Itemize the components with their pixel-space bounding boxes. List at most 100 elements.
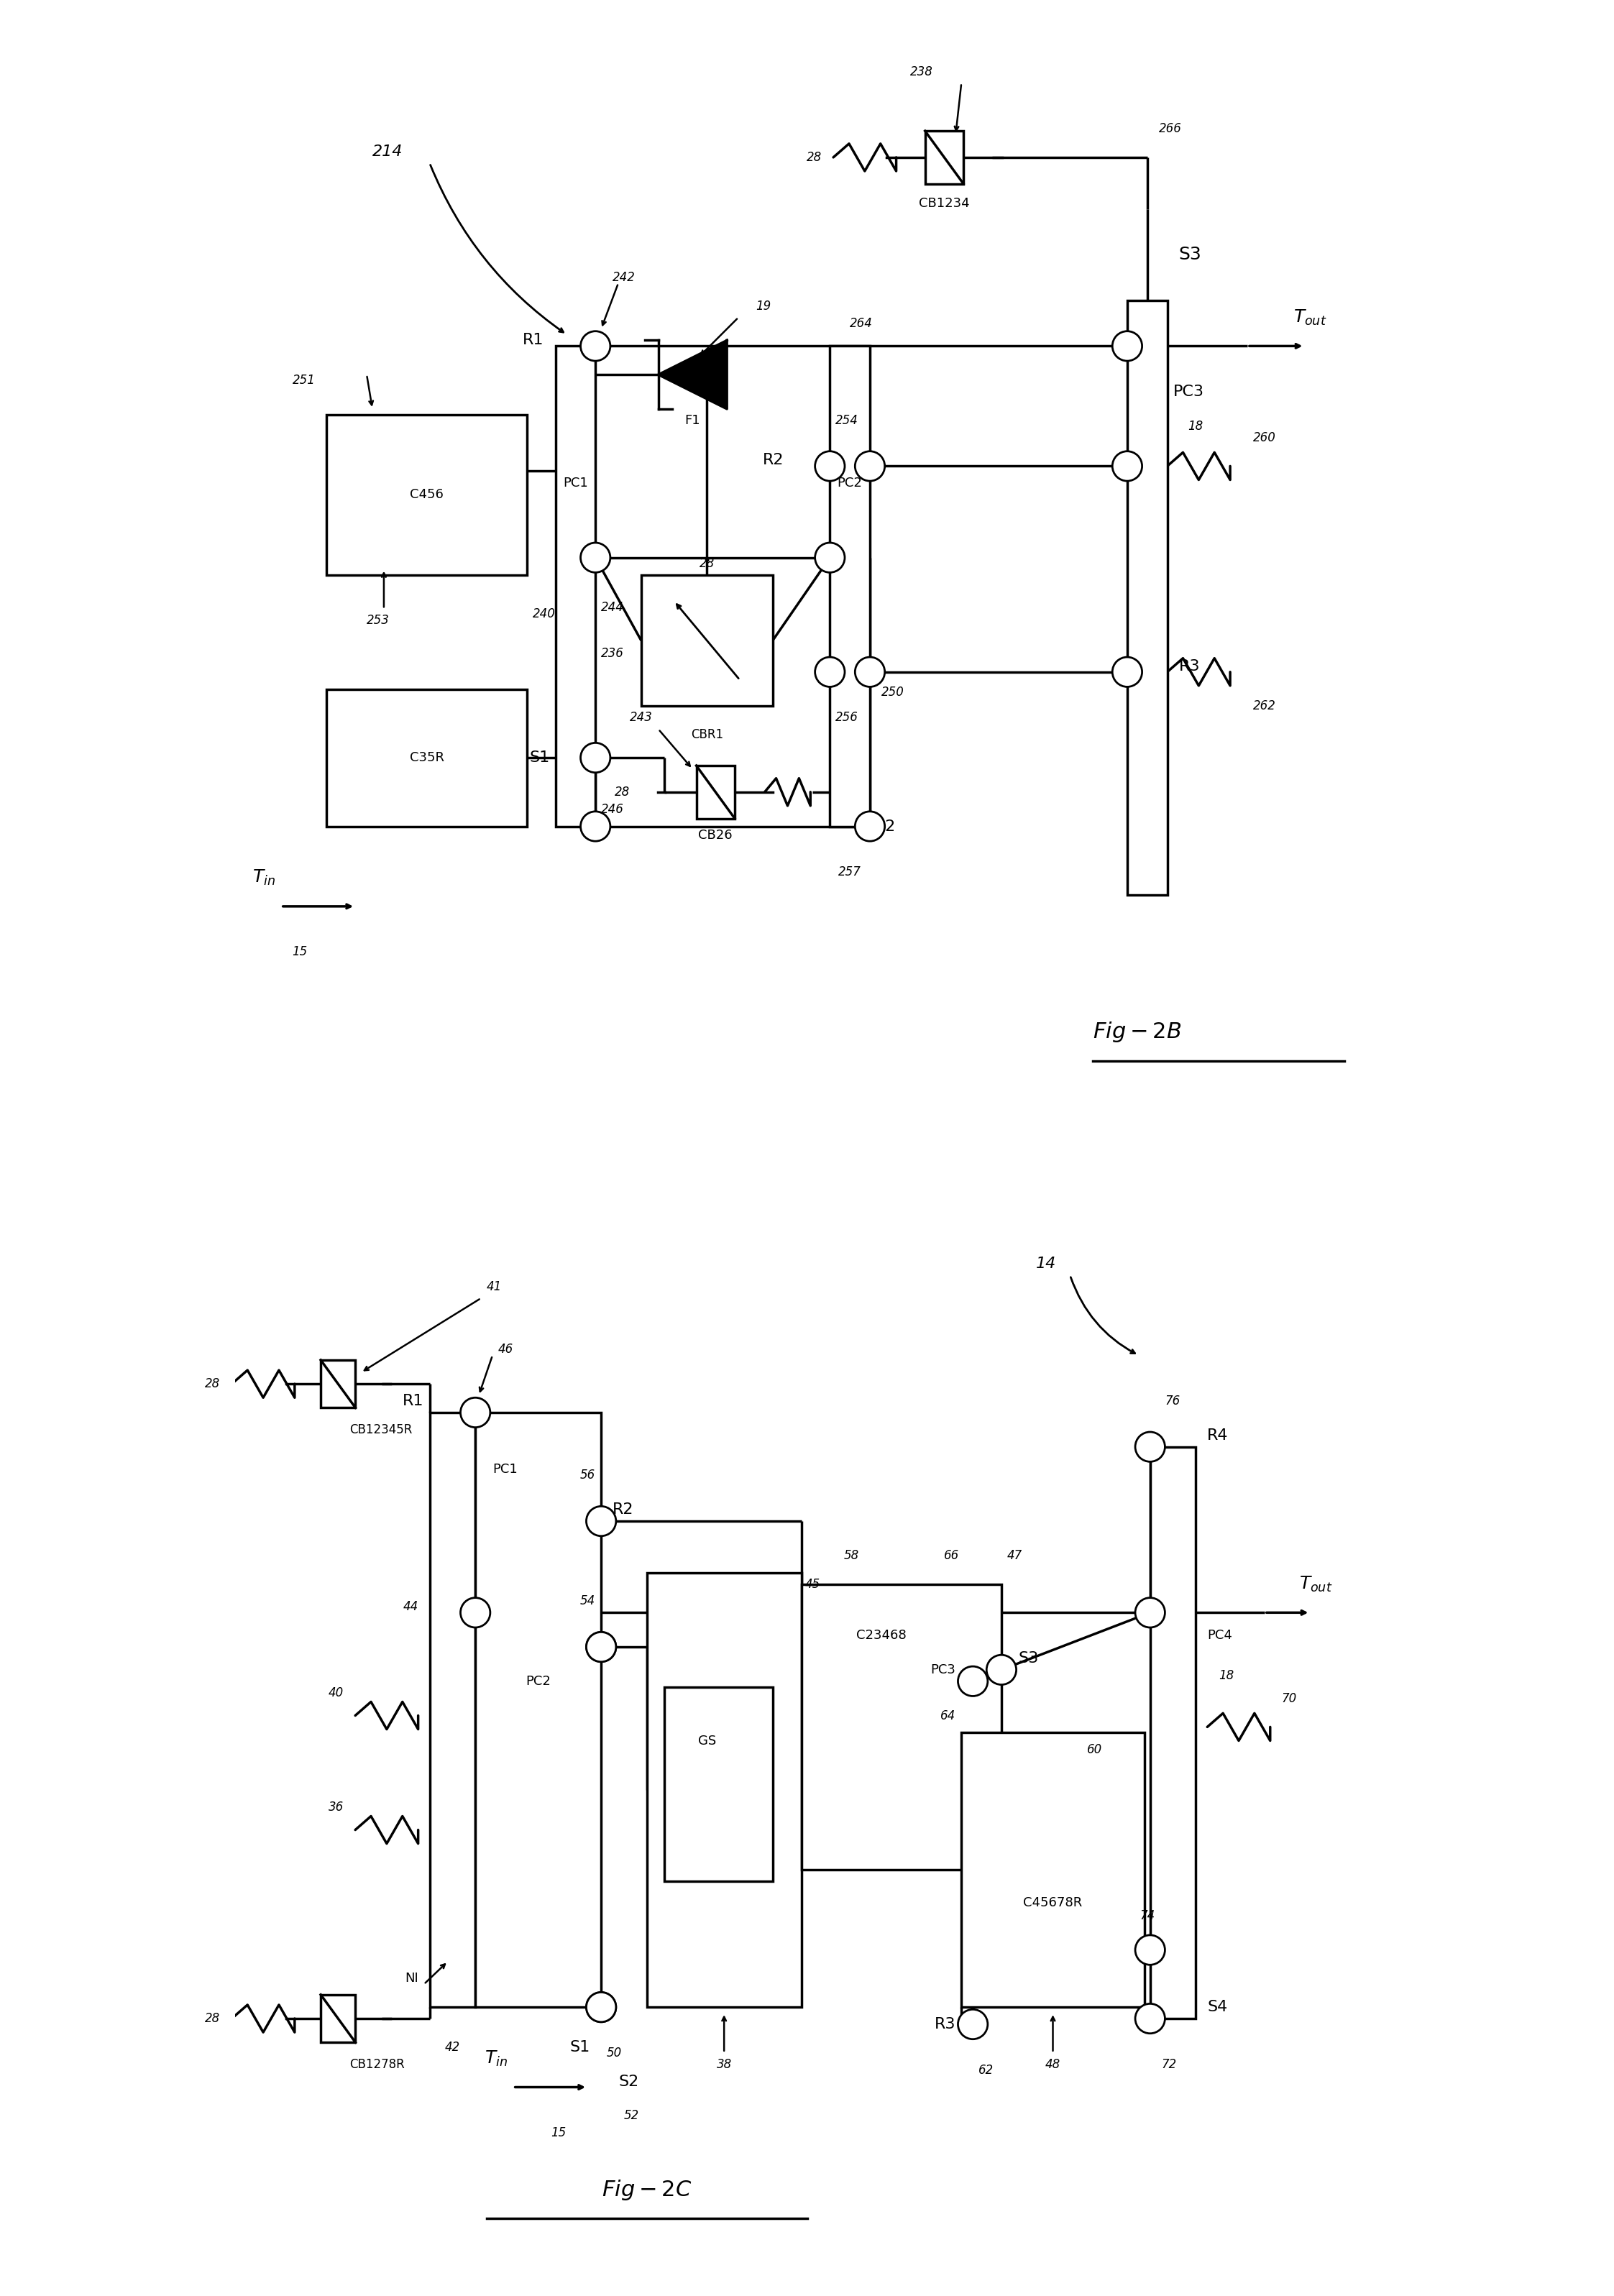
Text: 58: 58 <box>844 1550 859 1561</box>
Circle shape <box>460 1598 491 1628</box>
Bar <box>1127 301 1167 895</box>
Circle shape <box>1112 331 1143 360</box>
Circle shape <box>959 1667 988 1697</box>
Text: NI: NI <box>405 1972 418 1986</box>
Text: 46: 46 <box>499 1343 513 1357</box>
Text: 238: 238 <box>910 64 933 78</box>
Text: 262: 262 <box>1252 700 1277 712</box>
Text: 256: 256 <box>836 712 859 723</box>
Circle shape <box>815 657 844 687</box>
Text: PC1: PC1 <box>563 478 587 489</box>
Text: 18: 18 <box>1188 420 1202 432</box>
Text: 74: 74 <box>1139 1910 1156 1922</box>
Bar <box>647 1573 801 2007</box>
Text: 18: 18 <box>1219 1669 1235 1683</box>
Text: R3: R3 <box>935 2018 955 2032</box>
Text: 36: 36 <box>329 1800 344 1814</box>
Text: 14: 14 <box>1036 1256 1056 1272</box>
Bar <box>801 1584 1001 1869</box>
Text: CB1234: CB1234 <box>918 197 970 209</box>
Text: 28: 28 <box>699 558 715 569</box>
Bar <box>641 574 773 707</box>
Text: R2: R2 <box>763 452 784 468</box>
Text: $T_{out}$: $T_{out}$ <box>1293 308 1327 326</box>
Text: 242: 242 <box>613 271 636 285</box>
Bar <box>326 416 526 574</box>
Text: $\mathit{Fig-2C}$: $\mathit{Fig-2C}$ <box>602 2179 692 2202</box>
Text: $T_{in}$: $T_{in}$ <box>484 2048 507 2069</box>
Text: 38: 38 <box>717 2057 731 2071</box>
Circle shape <box>1135 1433 1165 1463</box>
Circle shape <box>815 452 844 480</box>
Circle shape <box>1112 657 1143 687</box>
Text: S1: S1 <box>570 2039 589 2055</box>
Text: S3: S3 <box>1178 246 1201 264</box>
Bar <box>830 347 870 827</box>
Text: 266: 266 <box>1159 122 1181 135</box>
Text: 240: 240 <box>533 608 555 620</box>
Text: $\mathit{Fig-2B}$: $\mathit{Fig-2B}$ <box>1093 1019 1181 1045</box>
Text: C45678R: C45678R <box>1023 1896 1083 1910</box>
Text: 28: 28 <box>205 1378 221 1391</box>
Text: 60: 60 <box>1088 1743 1102 1756</box>
Text: 19: 19 <box>755 298 771 312</box>
Circle shape <box>1135 1598 1165 1628</box>
Polygon shape <box>659 340 726 409</box>
Text: 48: 48 <box>1046 2057 1060 2071</box>
Text: 40: 40 <box>329 1685 344 1699</box>
Text: C456: C456 <box>410 489 444 501</box>
Circle shape <box>581 810 610 840</box>
Text: R1: R1 <box>402 1394 424 1407</box>
Text: 243: 243 <box>629 712 652 723</box>
Text: S3: S3 <box>1018 1651 1039 1665</box>
Text: 214: 214 <box>373 145 404 158</box>
Text: 44: 44 <box>404 1600 418 1614</box>
Bar <box>321 1359 355 1407</box>
Bar <box>696 765 734 817</box>
Text: PC2: PC2 <box>526 1674 550 1688</box>
Circle shape <box>586 1632 617 1662</box>
Circle shape <box>815 542 844 572</box>
Text: 76: 76 <box>1165 1394 1180 1407</box>
Text: 244: 244 <box>600 602 625 613</box>
Text: 50: 50 <box>607 2046 621 2060</box>
Bar <box>429 1412 476 2007</box>
Text: F1: F1 <box>684 413 700 427</box>
Text: 66: 66 <box>944 1550 959 1561</box>
Circle shape <box>855 452 884 480</box>
Text: 56: 56 <box>579 1469 596 1481</box>
Text: C23468: C23468 <box>857 1630 907 1642</box>
Text: PC1: PC1 <box>492 1463 518 1476</box>
Text: 254: 254 <box>836 413 859 427</box>
Circle shape <box>1112 452 1143 480</box>
Text: GS: GS <box>699 1736 717 1747</box>
Text: 45: 45 <box>805 1577 820 1591</box>
Text: 28: 28 <box>807 152 822 163</box>
Text: 246: 246 <box>600 804 625 815</box>
Text: 257: 257 <box>838 866 862 879</box>
Circle shape <box>855 810 884 840</box>
Text: PC4: PC4 <box>1207 1630 1233 1642</box>
Text: 54: 54 <box>579 1596 596 1607</box>
Text: 62: 62 <box>978 2064 994 2076</box>
Text: 260: 260 <box>1252 432 1277 443</box>
Text: 264: 264 <box>851 317 873 331</box>
Bar <box>925 131 964 184</box>
Bar <box>555 347 596 827</box>
Text: CBR1: CBR1 <box>691 728 723 742</box>
Text: 72: 72 <box>1162 2057 1177 2071</box>
Bar <box>962 1733 1144 2007</box>
Text: 250: 250 <box>881 687 904 698</box>
Text: 42: 42 <box>445 2041 460 2053</box>
Circle shape <box>581 331 610 360</box>
Text: 15: 15 <box>292 946 308 957</box>
Text: 236: 236 <box>600 647 625 661</box>
Text: 52: 52 <box>625 2110 639 2122</box>
Text: S2: S2 <box>618 2073 639 2089</box>
Bar <box>326 689 526 827</box>
Text: 15: 15 <box>552 2126 567 2140</box>
Text: CB12345R: CB12345R <box>350 1424 412 1435</box>
Text: $T_{in}$: $T_{in}$ <box>252 868 276 886</box>
Text: 64: 64 <box>941 1708 955 1722</box>
Circle shape <box>581 744 610 771</box>
